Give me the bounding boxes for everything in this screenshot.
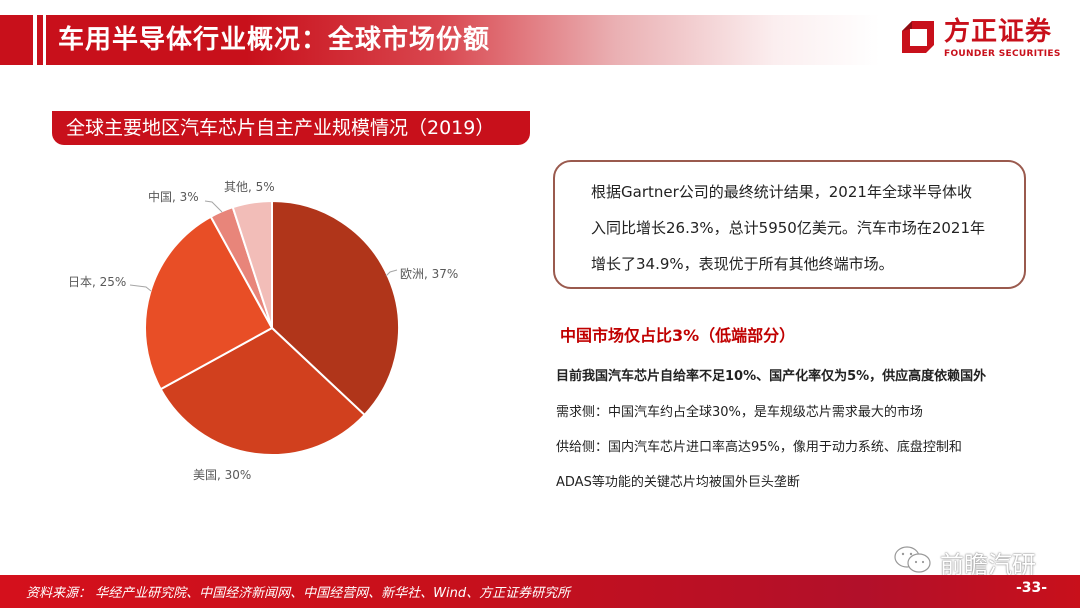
footer-bar	[0, 575, 1080, 608]
founder-securities-logo: 方正证券 FOUNDER SECURITIES	[900, 17, 1070, 63]
pie-slice-europe	[271, 199, 400, 417]
info-line: 根据Gartner公司的最终统计结果，2021年全球半导体收	[591, 183, 972, 201]
header-accent-block	[0, 15, 33, 65]
pie-label-japan: 日本, 25%	[68, 275, 127, 289]
leader-line-japan	[129, 284, 152, 292]
source-note: 资料来源： 华经产业研究院、中国经济新闻网、中国经营网、新华社、Wind、方正证…	[26, 586, 571, 601]
logo-name-cn: 方正证券	[944, 17, 1053, 47]
header-divider	[33, 15, 37, 65]
pie-label-usa: 美国, 30%	[193, 468, 252, 482]
info-line: 增长了34.9%，表现优于所有其他终端市场。	[591, 255, 894, 273]
page-title: 车用半导体行业概况：全球市场份额	[58, 25, 491, 55]
chart-title: 全球主要地区汽车芯片自主产业规模情况（2019）	[52, 111, 530, 145]
pie-chart	[129, 199, 400, 456]
analysis-heading: 中国市场仅占比3%（低端部分）	[560, 326, 796, 345]
header-bar	[0, 15, 880, 65]
leader-line-europe	[385, 269, 398, 277]
pie-label-europe: 欧洲, 37%	[400, 267, 459, 281]
pie-slice-other	[231, 199, 273, 329]
leader-line-china	[204, 200, 223, 213]
header-divider	[43, 15, 46, 65]
info-line: 入同比增长26.3%，总计5950亿美元。汽车市场在2021年	[591, 219, 986, 237]
pie-label-other: 其他, 5%	[224, 180, 275, 194]
logo-name-en: FOUNDER SECURITIES	[944, 49, 1061, 59]
analysis-point: 需求侧：中国汽车约占全球30%，是车规级芯片需求最大的市场	[556, 405, 923, 420]
analysis-point: 目前我国汽车芯片自给率不足10%、国产化率仅为5%，供应高度依赖国外	[556, 369, 987, 384]
analysis-point: ADAS等功能的关键芯片均被国外巨头垄断	[556, 475, 800, 490]
pie-slice-usa	[159, 326, 366, 456]
page-number: -33-	[1016, 580, 1048, 596]
gartner-info-box: 根据Gartner公司的最终统计结果，2021年全球半导体收 入同比增长26.3…	[553, 160, 1026, 289]
analysis-point: 供给侧：国内汽车芯片进口率高达95%，像用于动力系统、底盘控制和	[556, 440, 962, 455]
pie-slice-japan	[144, 215, 274, 391]
founder-logo-icon	[902, 21, 934, 53]
pie-label-china: 中国, 3%	[148, 190, 199, 204]
watermark-text: 前瞻汽研	[940, 551, 1036, 579]
wechat-icon	[894, 546, 931, 573]
